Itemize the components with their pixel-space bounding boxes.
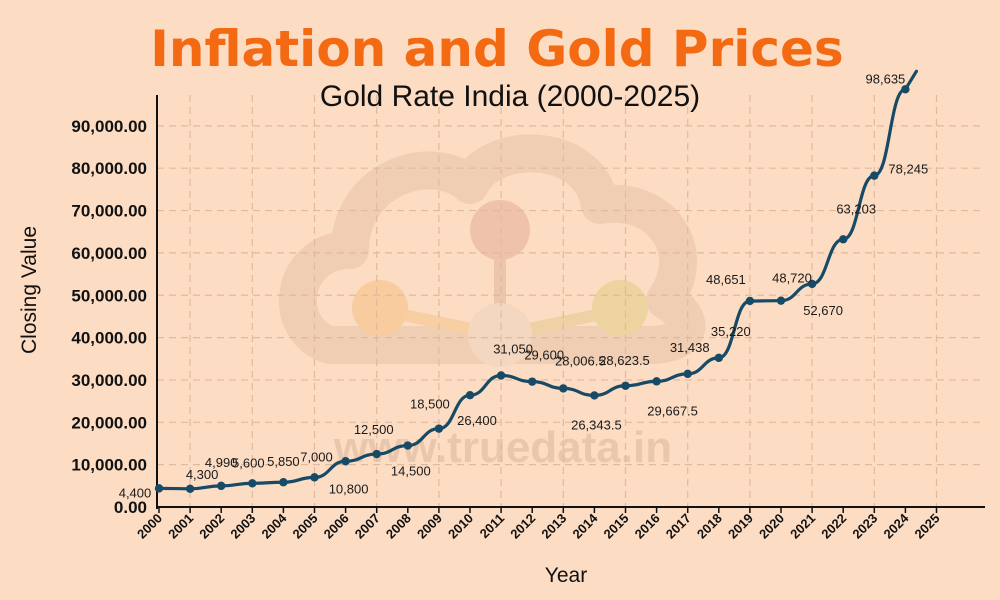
data-label: 5,850 [267, 454, 300, 469]
x-tick-label: 2015 [601, 511, 632, 542]
data-label: 26,343.5 [571, 417, 622, 432]
data-point [870, 171, 879, 180]
data-label: 28,006.5 [555, 353, 606, 368]
y-tick-label: 90,000.00 [71, 117, 147, 136]
data-label: 4,300 [186, 467, 219, 482]
x-tick-label: 2024 [880, 510, 912, 542]
data-point [185, 484, 195, 493]
data-label: 12,500 [354, 422, 394, 437]
x-tick-label: 2014 [569, 510, 601, 542]
x-tick-label: 2009 [414, 511, 445, 542]
x-tick-label: 2023 [849, 511, 880, 542]
data-point [745, 296, 755, 306]
data-label: 98,635 [866, 71, 906, 86]
data-label: 29,600 [524, 348, 564, 363]
data-label: 26,400 [457, 413, 497, 428]
x-axis-ticks: 2000 2001 2002 2003 2004 2005 2006 2007 2008 2009… [134, 507, 943, 542]
data-label: 31,050 [493, 342, 533, 357]
x-tick-label: 2008 [383, 511, 414, 542]
data-point [590, 391, 599, 400]
x-tick-label: 2022 [818, 511, 849, 542]
data-label: 4,990 [205, 455, 238, 470]
data-label: 52,670 [803, 303, 843, 318]
data-label: 4,400 [119, 485, 152, 500]
chart-subtitle: Gold Rate India (2000-2025) [320, 80, 700, 113]
x-tick-label: 2019 [725, 511, 756, 542]
chart-title: Inflation and Gold Prices [150, 20, 843, 78]
data-label: 14,500 [391, 464, 431, 479]
x-tick-label: 2018 [694, 511, 725, 542]
data-label: 10,800 [329, 481, 369, 496]
y-tick-label: 10,000.00 [71, 456, 147, 475]
data-point [559, 384, 568, 393]
data-point [683, 369, 692, 379]
y-tick-label: 70,000.00 [71, 202, 147, 221]
y-tick-label: 0.00 [114, 498, 147, 517]
data-label: 35,220 [711, 324, 751, 339]
y-tick-label: 40,000.00 [71, 329, 147, 348]
data-label: 78,245 [888, 162, 928, 177]
data-point [776, 296, 786, 305]
data-point [652, 377, 661, 386]
x-tick-label: 2001 [165, 511, 196, 542]
data-label: 29,667.5 [647, 403, 698, 418]
data-label: 28,623.5 [599, 353, 650, 368]
x-tick-label: 2013 [538, 511, 569, 542]
x-tick-label: 2010 [445, 511, 476, 542]
data-point [839, 235, 848, 244]
axes [156, 95, 985, 509]
data-point [621, 381, 630, 390]
x-tick-label: 2025 [912, 511, 943, 542]
data-point [496, 371, 506, 380]
y-tick-label: 30,000.00 [71, 371, 147, 390]
data-label: 31,438 [670, 340, 710, 355]
x-tick-label: 2003 [227, 511, 258, 542]
y-tick-label: 20,000.00 [71, 413, 147, 432]
data-point [217, 481, 226, 491]
x-tick-label: 2017 [663, 511, 694, 542]
x-tick-label: 2016 [632, 511, 663, 542]
data-point [341, 457, 350, 466]
y-tick-label: 60,000.00 [71, 244, 147, 263]
x-tick-label: 2006 [321, 511, 352, 542]
data-point [714, 353, 723, 363]
data-point [403, 441, 412, 450]
data-point [279, 478, 288, 487]
x-tick-label: 2011 [477, 511, 508, 542]
data-label: 7,000 [300, 449, 333, 464]
y-tick-label: 50,000.00 [71, 286, 147, 305]
data-point [528, 377, 537, 386]
x-axis-label: Year [545, 564, 587, 587]
data-label: 48,720 [772, 271, 812, 286]
x-tick-label: 2020 [756, 511, 787, 542]
data-point [465, 390, 475, 400]
watermark-logo [279, 134, 706, 367]
data-point [901, 85, 910, 94]
x-tick-label: 2004 [258, 510, 290, 542]
x-tick-label: 2005 [290, 511, 321, 542]
data-label: 63,203 [836, 201, 876, 216]
y-tick-label: 80,000.00 [71, 159, 147, 178]
data-point [310, 473, 319, 482]
series-layer [154, 69, 918, 493]
x-tick-label: 2012 [507, 511, 538, 542]
watermark-text: www.truedata.in [333, 423, 672, 472]
data-point [154, 484, 164, 493]
data-point [807, 279, 817, 289]
x-tick-label: 2007 [352, 511, 383, 542]
y-axis-label: Closing Value [18, 226, 41, 354]
data-label: 5,600 [232, 455, 265, 470]
y-axis-ticks: 0.00 10,000.00 20,000.00 30,000.00 40,000.00… [71, 117, 147, 517]
x-tick-label: 2002 [196, 511, 227, 542]
x-tick-label: 2021 [787, 511, 818, 542]
data-point [372, 449, 381, 459]
data-label: 48,651 [706, 272, 746, 287]
data-point [248, 479, 257, 488]
data-point [434, 424, 444, 433]
data-label: 18,500 [410, 397, 450, 412]
